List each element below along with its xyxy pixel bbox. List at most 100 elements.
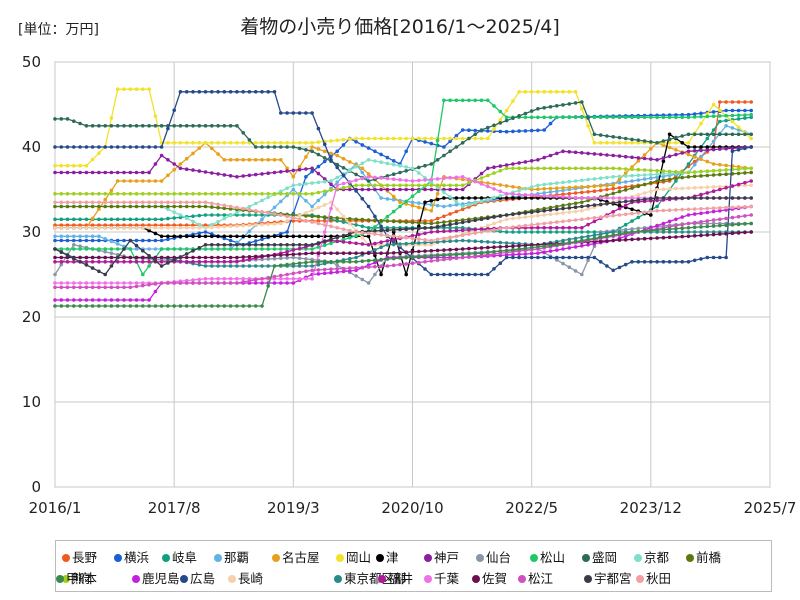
- data-point: [115, 192, 120, 196]
- data-point: [718, 119, 722, 124]
- data-point: [743, 196, 747, 200]
- legend-item: 松江: [518, 568, 553, 587]
- data-point: [191, 255, 195, 260]
- data-point: [661, 227, 666, 232]
- data-point: [128, 298, 133, 302]
- data-point: [442, 183, 446, 188]
- data-point: [718, 168, 722, 173]
- data-point: [316, 268, 321, 272]
- data-point: [72, 304, 76, 308]
- data-point: [197, 192, 202, 196]
- data-point: [617, 174, 622, 179]
- data-point: [222, 90, 227, 94]
- data-point: [743, 113, 747, 117]
- data-point: [115, 204, 120, 209]
- data-point: [680, 196, 684, 200]
- data-point: [59, 117, 64, 121]
- data-point: [291, 271, 296, 276]
- data-point: [504, 226, 509, 230]
- data-point: [435, 240, 440, 244]
- data-point: [115, 304, 120, 308]
- data-point: [398, 219, 402, 224]
- data-point: [304, 182, 308, 186]
- data-point: [661, 221, 666, 226]
- data-point: [279, 189, 283, 194]
- data-point: [598, 115, 603, 120]
- data-point: [498, 227, 503, 231]
- data-point: [335, 239, 340, 243]
- data-point: [492, 104, 496, 108]
- data-point: [680, 115, 684, 120]
- data-point: [561, 211, 565, 215]
- data-point: [592, 189, 597, 193]
- data-point: [291, 175, 296, 179]
- data-point: [78, 217, 82, 222]
- data-point: [53, 238, 57, 243]
- data-point: [448, 247, 452, 252]
- data-point: [611, 115, 615, 120]
- data-point: [122, 192, 126, 196]
- data-point: [486, 245, 490, 250]
- data-point: [749, 132, 753, 137]
- data-point: [417, 241, 421, 245]
- data-point: [241, 213, 245, 217]
- data-point: [617, 177, 622, 181]
- data-point: [442, 229, 446, 234]
- data-point: [642, 139, 647, 143]
- data-point: [423, 183, 427, 188]
- data-point: [467, 196, 471, 200]
- data-point: [561, 238, 565, 243]
- data-point: [680, 134, 684, 138]
- data-point: [429, 203, 434, 207]
- data-point: [210, 90, 214, 94]
- data-point: [435, 138, 440, 143]
- data-point: [517, 216, 521, 220]
- data-point: [586, 207, 590, 211]
- data-point: [379, 224, 383, 229]
- data-point: [366, 231, 371, 236]
- data-point: [404, 272, 409, 277]
- data-point: [228, 158, 233, 162]
- data-point: [623, 141, 628, 145]
- data-point: [366, 172, 371, 176]
- data-point: [310, 192, 314, 196]
- data-point: [322, 177, 327, 181]
- data-point: [310, 141, 314, 145]
- data-point: [724, 118, 728, 123]
- data-point: [492, 195, 496, 200]
- data-point: [335, 235, 340, 240]
- data-point: [322, 159, 327, 164]
- data-point: [555, 211, 559, 216]
- data-point: [718, 217, 722, 222]
- data-point: [517, 230, 521, 234]
- series-line: [55, 101, 752, 226]
- data-point: [711, 114, 716, 118]
- data-point: [718, 172, 722, 177]
- data-point: [304, 111, 308, 115]
- data-point: [555, 226, 559, 230]
- data-point: [523, 129, 528, 133]
- data-point: [680, 113, 684, 117]
- data-point: [348, 221, 352, 226]
- data-point: [247, 264, 252, 268]
- data-point: [442, 153, 446, 158]
- data-point: [398, 235, 402, 239]
- data-point: [228, 90, 233, 94]
- legend-marker: [424, 575, 432, 583]
- data-point: [586, 204, 590, 208]
- data-point: [692, 207, 697, 211]
- data-point: [159, 255, 164, 260]
- legend-item: 那覇: [214, 547, 249, 566]
- data-point: [310, 251, 314, 255]
- data-point: [511, 230, 515, 234]
- data-point: [90, 260, 95, 264]
- data-point: [504, 253, 509, 257]
- data-point: [210, 171, 214, 175]
- data-point: [692, 230, 697, 234]
- data-point: [241, 131, 245, 135]
- data-point: [348, 240, 352, 245]
- data-point: [373, 159, 377, 163]
- data-point: [561, 195, 565, 199]
- data-point: [561, 206, 565, 211]
- data-point: [429, 254, 434, 258]
